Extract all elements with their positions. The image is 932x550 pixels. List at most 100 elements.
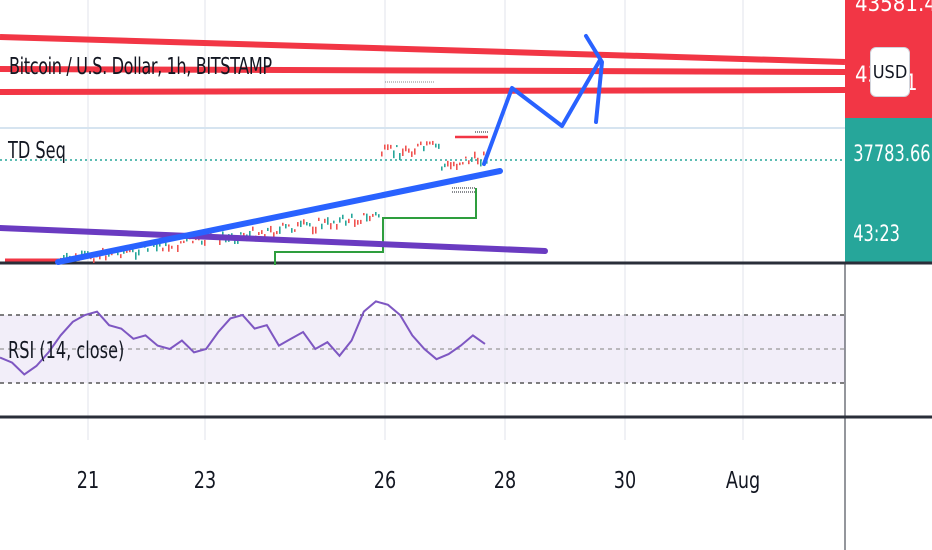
candle-132 (456, 163, 458, 170)
candle-117 (411, 151, 413, 157)
candle-73 (279, 226, 281, 234)
candle-83 (309, 223, 311, 227)
candle-139 (477, 157, 479, 165)
candle-41 (183, 240, 185, 244)
candle-39 (177, 244, 179, 252)
candle-82 (306, 222, 308, 226)
candle-11 (93, 258, 95, 263)
candle-34 (162, 247, 164, 252)
candle-84 (312, 226, 314, 235)
candle-131 (453, 161, 455, 167)
candle-85 (315, 226, 317, 234)
candle-125 (435, 143, 437, 148)
candle-88 (324, 218, 326, 223)
candle-121 (423, 146, 425, 152)
candle-107 (381, 151, 383, 157)
candle-115 (405, 145, 407, 152)
candle-87 (321, 223, 323, 230)
candle-96 (348, 218, 350, 224)
candle-76 (288, 224, 290, 227)
projected-path (482, 58, 602, 166)
x-tick-21: 21 (76, 468, 100, 494)
candle-112 (396, 145, 398, 148)
x-tick-28: 28 (493, 468, 517, 494)
candle-35 (165, 239, 167, 247)
chart-title: Bitcoin / U.S. Dollar, 1h, BITSTAMP (9, 54, 272, 80)
candle-123 (429, 141, 431, 145)
candle-29 (147, 248, 149, 252)
td-support-line (274, 188, 477, 265)
price-label-top: 43581.46 (855, 0, 932, 17)
projected-path-arrowhead (584, 34, 604, 124)
candle-2 (66, 252, 68, 261)
candle-113 (399, 153, 401, 161)
candle-110 (390, 144, 392, 149)
candle-94 (342, 214, 344, 220)
currency-button[interactable]: USD (870, 47, 910, 97)
rsi-line (0, 300, 486, 376)
candle-74 (282, 222, 284, 226)
candle-108 (384, 144, 386, 150)
candle-106 (378, 214, 380, 218)
candle-105 (375, 211, 377, 216)
candle-70 (270, 225, 272, 233)
candle-79 (297, 222, 299, 227)
candle-114 (402, 148, 404, 156)
candle-124 (432, 140, 434, 145)
candle-48 (204, 240, 206, 246)
candle-92 (336, 223, 338, 230)
candle-8 (84, 250, 86, 256)
candle-122 (426, 141, 428, 146)
candle-130 (450, 162, 452, 170)
candle-135 (465, 156, 467, 159)
candle-71 (273, 232, 275, 238)
x-tick-26: 26 (373, 468, 397, 494)
candle-13 (99, 255, 101, 260)
candle-78 (294, 229, 296, 232)
candle-75 (285, 224, 287, 229)
x-tick-23: 23 (193, 468, 217, 494)
candle-127 (441, 166, 443, 171)
candle-20 (120, 254, 122, 259)
candle-42 (186, 237, 188, 242)
candle-36 (168, 244, 170, 252)
candle-128 (444, 163, 446, 168)
candle-72 (276, 231, 278, 235)
candle-116 (408, 148, 410, 153)
candle-93 (339, 217, 341, 223)
red-resistance-lower-a (0, 66, 846, 75)
candle-134 (462, 162, 464, 165)
blue-trendline (55, 168, 503, 265)
current-price-label: 37783.66 (853, 142, 931, 167)
rsi-label: RSI (14, close) (8, 338, 125, 364)
candle-60 (240, 232, 242, 235)
candle-89 (327, 217, 329, 225)
candle-101 (363, 213, 365, 216)
candle-81 (303, 219, 305, 225)
td-seq-label: TD Seq (8, 138, 66, 164)
candle-98 (354, 219, 356, 227)
candle-69 (267, 227, 269, 232)
purple-trendline (0, 225, 548, 254)
candle-137 (471, 157, 473, 162)
candle-91 (333, 220, 335, 224)
countdown-label: 43:23 (853, 222, 900, 247)
rsi-band (0, 315, 845, 383)
x-tick-30: 30 (613, 468, 637, 494)
red-resistance-lower-b (0, 87, 846, 95)
candle-97 (351, 213, 353, 218)
candle-141 (483, 151, 485, 156)
candle-133 (459, 162, 461, 166)
candle-102 (366, 213, 368, 222)
candle-129 (447, 160, 449, 167)
candle-40 (180, 241, 182, 244)
candle-64 (252, 226, 254, 231)
candle-126 (438, 143, 440, 149)
candle-33 (159, 243, 161, 247)
candle-26 (138, 249, 140, 256)
candle-80 (300, 220, 302, 228)
candle-90 (330, 223, 332, 230)
candle-25 (135, 252, 137, 260)
price-axis-green-block (845, 118, 932, 262)
